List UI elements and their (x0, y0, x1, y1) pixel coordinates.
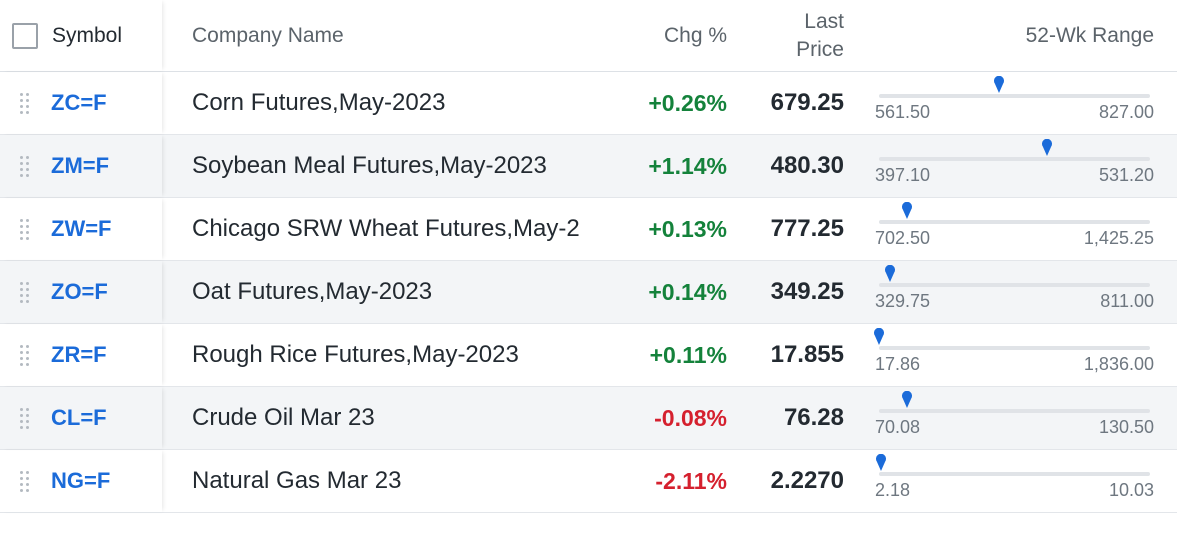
symbol-link[interactable]: ZW=F (51, 216, 112, 241)
last-price: 777.25 (770, 215, 844, 242)
range-marker-icon (1042, 139, 1053, 156)
drag-handle-icon[interactable] (20, 281, 30, 303)
change-percent: -0.08% (654, 404, 727, 431)
symbol-link[interactable]: ZO=F (51, 279, 108, 304)
range-high: 827.00 (1098, 102, 1154, 122)
change-percent: -2.11% (655, 467, 727, 494)
symbol-cell: CL=F (0, 387, 162, 449)
column-header-last-price-line1: Last (804, 9, 844, 33)
select-all-checkbox[interactable] (12, 22, 38, 49)
symbol-link[interactable]: NG=F (51, 468, 111, 493)
range-track (879, 346, 1150, 350)
range-high: 531.20 (1098, 165, 1154, 185)
drag-handle-icon[interactable] (20, 155, 30, 177)
range-marker-icon (902, 202, 912, 219)
range-track (879, 157, 1150, 161)
range-marker-icon (901, 391, 912, 408)
column-header-last-price-line2: Price (796, 37, 844, 61)
last-price: 349.25 (770, 278, 844, 305)
table-row: NG=F Natural Gas Mar 23 -2.11% 2.2270 2.… (0, 450, 1177, 513)
last-price: 76.28 (783, 404, 844, 431)
range-low: 329.75 (875, 291, 931, 311)
range-high: 10.03 (1108, 480, 1154, 500)
range-high: 130.50 (1098, 417, 1154, 437)
drag-handle-icon[interactable] (20, 470, 30, 492)
drag-handle-icon[interactable] (20, 344, 30, 366)
header-symbol-cell: Symbol (0, 0, 162, 71)
range-low: 561.50 (875, 102, 931, 122)
range-marker-icon (874, 328, 884, 345)
range-low: 2.18 (875, 480, 911, 500)
change-percent: +0.14% (648, 278, 727, 305)
52wk-range-bar: 2.18 10.03 (875, 450, 1154, 512)
table-row: ZC=F Corn Futures,May-2023 +0.26% 679.25… (0, 72, 1177, 135)
range-track (879, 409, 1150, 413)
last-price: 679.25 (770, 89, 844, 116)
change-percent: +1.14% (648, 152, 727, 179)
drag-handle-icon[interactable] (20, 407, 30, 429)
range-marker-icon (994, 76, 1005, 93)
52wk-range-bar: 17.86 1,836.00 (874, 324, 1154, 386)
range-high: 1,425.25 (1083, 228, 1154, 248)
company-name: Crude Oil Mar 23 (192, 404, 375, 431)
range-high: 1,836.00 (1083, 354, 1154, 374)
52wk-range-bar: 561.50 827.00 (875, 72, 1154, 134)
range-track (879, 94, 1150, 98)
symbol-cell: ZW=F (0, 198, 162, 260)
drag-handle-icon[interactable] (20, 218, 30, 240)
company-name: Oat Futures,May-2023 (192, 278, 433, 305)
symbol-cell: NG=F (0, 450, 162, 512)
range-marker-icon (885, 265, 895, 282)
watchlist-table: Symbol Company Name Chg % Last Price 52-… (0, 0, 1177, 513)
last-price: 17.855 (770, 341, 844, 368)
table-row: ZO=F Oat Futures,May-2023 +0.14% 349.25 … (0, 261, 1177, 324)
symbol-cell: ZO=F (0, 261, 162, 323)
company-name: Rough Rice Futures,May-2023 (192, 341, 519, 368)
table-row: ZR=F Rough Rice Futures,May-2023 +0.11% … (0, 324, 1177, 387)
drag-handle-icon[interactable] (20, 92, 30, 114)
table-header: Symbol Company Name Chg % Last Price 52-… (0, 0, 1177, 72)
table-row: CL=F Crude Oil Mar 23 -0.08% 76.28 70.08… (0, 387, 1177, 450)
symbol-link[interactable]: ZC=F (51, 90, 107, 115)
change-percent: +0.11% (649, 341, 727, 368)
company-name: Natural Gas Mar 23 (192, 467, 402, 494)
symbol-link[interactable]: ZM=F (51, 153, 110, 178)
range-low: 397.10 (875, 165, 931, 185)
company-name: Corn Futures,May-2023 (192, 89, 446, 116)
range-high: 811.00 (1100, 291, 1154, 311)
52wk-range-bar: 70.08 130.50 (875, 387, 1154, 449)
table-row: ZW=F Chicago SRW Wheat Futures,May-2 +0.… (0, 198, 1177, 261)
range-marker-icon (875, 454, 886, 471)
52wk-range-bar: 329.75 811.00 (875, 261, 1154, 323)
column-header-symbol[interactable]: Symbol (52, 23, 123, 47)
range-low: 702.50 (875, 228, 931, 248)
column-header-52wk-range[interactable]: 52-Wk Range (1025, 23, 1154, 47)
change-percent: +0.26% (648, 89, 727, 116)
range-low: 17.86 (875, 354, 921, 374)
column-header-chg-pct[interactable]: Chg % (663, 23, 727, 47)
52wk-range-bar: 397.10 531.20 (875, 135, 1154, 197)
52wk-range-bar: 702.50 1,425.25 (875, 198, 1154, 260)
range-track (879, 283, 1150, 287)
range-track (879, 472, 1150, 476)
change-percent: +0.13% (648, 215, 727, 242)
last-price: 480.30 (770, 152, 844, 179)
symbol-link[interactable]: CL=F (51, 405, 107, 430)
symbol-cell: ZR=F (0, 324, 162, 386)
symbol-link[interactable]: ZR=F (51, 342, 107, 367)
table-body: ZC=F Corn Futures,May-2023 +0.26% 679.25… (0, 72, 1177, 513)
company-name: Chicago SRW Wheat Futures,May-2 (192, 215, 580, 242)
range-track (879, 220, 1150, 224)
symbol-cell: ZC=F (0, 72, 162, 134)
company-name: Soybean Meal Futures,May-2023 (192, 152, 547, 179)
last-price: 2.2270 (770, 467, 844, 494)
range-low: 70.08 (875, 417, 921, 437)
column-header-last-price[interactable]: Last Price (796, 8, 844, 64)
column-header-company-name[interactable]: Company Name (192, 23, 344, 47)
table-row: ZM=F Soybean Meal Futures,May-2023 +1.14… (0, 135, 1177, 198)
symbol-cell: ZM=F (0, 135, 162, 197)
